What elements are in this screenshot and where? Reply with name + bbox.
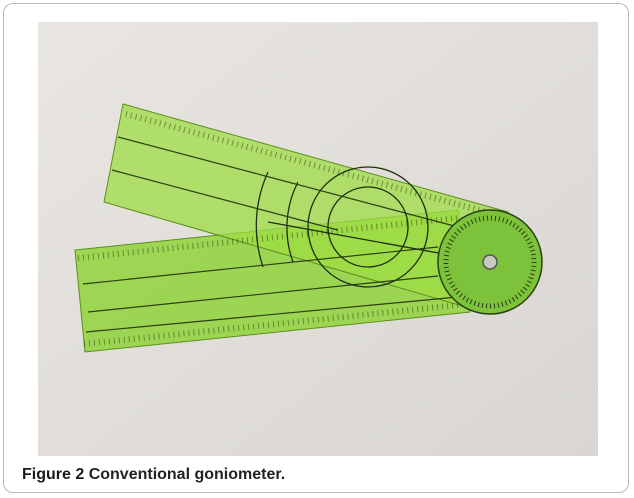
caption-text: Conventional goniometer.: [88, 466, 286, 483]
figure-frame: [3, 3, 629, 493]
figure-label: Figure 2: [22, 466, 85, 483]
rivet: [482, 254, 498, 270]
figure-caption: Figure 2 Conventional goniometer.: [22, 466, 285, 484]
ruler-ticks: [77, 111, 509, 347]
photo: [38, 22, 598, 456]
dial-ticks: [443, 215, 537, 309]
ruler-lines: [82, 136, 459, 333]
